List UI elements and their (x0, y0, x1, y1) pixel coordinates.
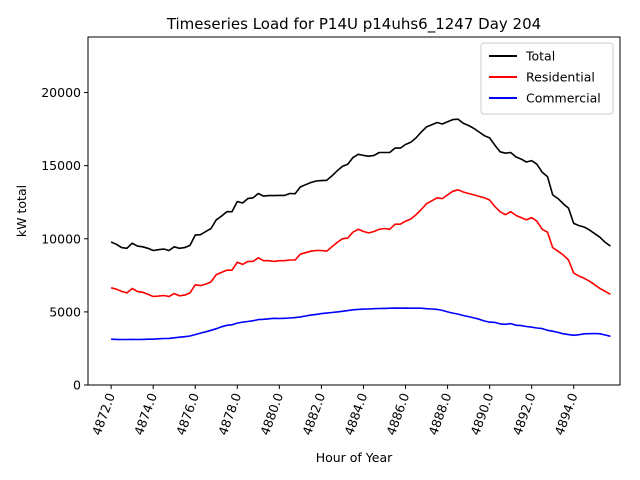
y-axis-label: kW total (14, 185, 29, 237)
y-tick-label: 15000 (41, 158, 81, 173)
x-axis-label: Hour of Year (316, 450, 393, 465)
y-tick-label: 10000 (41, 231, 81, 246)
series-line-total (110, 118, 611, 252)
y-tick-label: 0 (73, 378, 81, 393)
series-line-commercial (111, 307, 611, 341)
legend: Total Residential Commercial (480, 42, 614, 115)
legend-label-commercial: Commercial (526, 91, 601, 106)
series-line-residential (110, 189, 611, 298)
axes-frame (87, 36, 621, 386)
legend-label-residential: Residential (526, 70, 595, 85)
legend-label-total: Total (525, 49, 555, 64)
y-tick-label: 5000 (49, 304, 81, 319)
legend-box (480, 42, 614, 115)
chart-title: Timeseries Load for P14U p14uhs6_1247 Da… (166, 15, 541, 34)
y-tick-label: 20000 (41, 85, 81, 100)
